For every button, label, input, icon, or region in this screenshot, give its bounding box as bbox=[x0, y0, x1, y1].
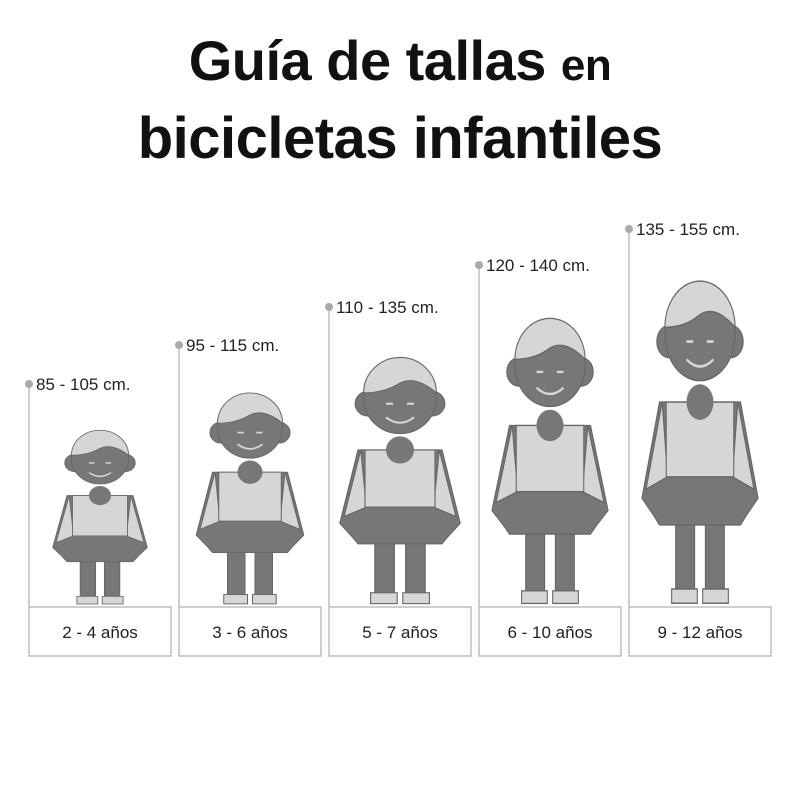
neck bbox=[536, 409, 564, 442]
shoe bbox=[702, 588, 729, 604]
mouth bbox=[685, 358, 715, 368]
size-column: 110 - 135 cm. 5 - 7 años bbox=[325, 298, 472, 657]
shoe bbox=[76, 595, 99, 605]
shoe bbox=[370, 592, 398, 605]
age-box bbox=[478, 606, 622, 657]
shoe bbox=[101, 595, 124, 605]
sleeve bbox=[343, 449, 367, 518]
height-marker-dot bbox=[475, 261, 483, 269]
sleeve bbox=[495, 425, 519, 504]
title-line-1: Guía de tallas en bbox=[0, 28, 800, 93]
neck bbox=[237, 460, 263, 484]
height-range-label: 95 - 115 cm. bbox=[186, 336, 279, 355]
height-marker-dot bbox=[175, 341, 183, 349]
sleeve bbox=[125, 495, 145, 544]
shoe bbox=[521, 590, 548, 605]
hair bbox=[216, 392, 284, 425]
hair bbox=[363, 357, 437, 395]
neck bbox=[386, 436, 414, 464]
mouth bbox=[535, 386, 565, 396]
age-range-label: 5 - 7 años bbox=[362, 623, 438, 642]
child-figure bbox=[339, 357, 461, 605]
sleeve bbox=[581, 425, 605, 504]
height-marker-dot bbox=[25, 380, 33, 388]
age-range-label: 2 - 4 años bbox=[62, 623, 138, 642]
age-box bbox=[28, 606, 172, 657]
title-line-2: bicicletas infantiles bbox=[137, 106, 663, 171]
title-small: en bbox=[560, 41, 612, 90]
hair bbox=[664, 280, 736, 329]
child-figure bbox=[195, 392, 305, 605]
age-range-label: 3 - 6 años bbox=[212, 623, 288, 642]
mouth bbox=[88, 471, 112, 478]
neck bbox=[686, 384, 714, 420]
sleeve bbox=[199, 472, 221, 531]
age-box bbox=[628, 606, 772, 657]
child-figure bbox=[52, 429, 148, 605]
hair bbox=[70, 429, 130, 457]
age-range-label: 9 - 12 años bbox=[657, 623, 742, 642]
height-range-label: 135 - 155 cm. bbox=[636, 220, 740, 239]
height-marker-dot bbox=[625, 225, 633, 233]
height-marker-dot bbox=[325, 303, 333, 311]
mouth bbox=[385, 416, 415, 424]
neck bbox=[89, 485, 111, 506]
size-column: 135 - 155 cm. 9 - 12 años bbox=[625, 220, 772, 657]
shoe bbox=[402, 592, 430, 605]
child-figure bbox=[641, 280, 759, 604]
size-column: 85 - 105 cm. 2 - 4 años bbox=[25, 375, 172, 657]
size-column: 95 - 115 cm. 3 - 6 años bbox=[175, 336, 322, 657]
child-figure bbox=[491, 317, 609, 605]
sleeve bbox=[731, 401, 755, 491]
height-range-label: 85 - 105 cm. bbox=[36, 375, 131, 394]
hair bbox=[514, 317, 586, 361]
age-box bbox=[178, 606, 322, 657]
age-box bbox=[328, 606, 472, 657]
sleeve bbox=[279, 472, 301, 531]
size-column: 120 - 140 cm. 6 - 10 años bbox=[475, 256, 622, 657]
shoe bbox=[252, 594, 277, 605]
title-main: Guía de tallas bbox=[188, 29, 547, 92]
sleeve bbox=[433, 449, 457, 518]
sleeve bbox=[645, 401, 669, 491]
height-range-label: 110 - 135 cm. bbox=[336, 298, 439, 317]
mouth bbox=[236, 443, 264, 450]
shoe bbox=[223, 594, 248, 605]
sleeve bbox=[55, 495, 75, 544]
shoe bbox=[671, 588, 698, 604]
shoe bbox=[552, 590, 579, 605]
height-range-label: 120 - 140 cm. bbox=[486, 256, 590, 275]
age-range-label: 6 - 10 años bbox=[507, 623, 592, 642]
